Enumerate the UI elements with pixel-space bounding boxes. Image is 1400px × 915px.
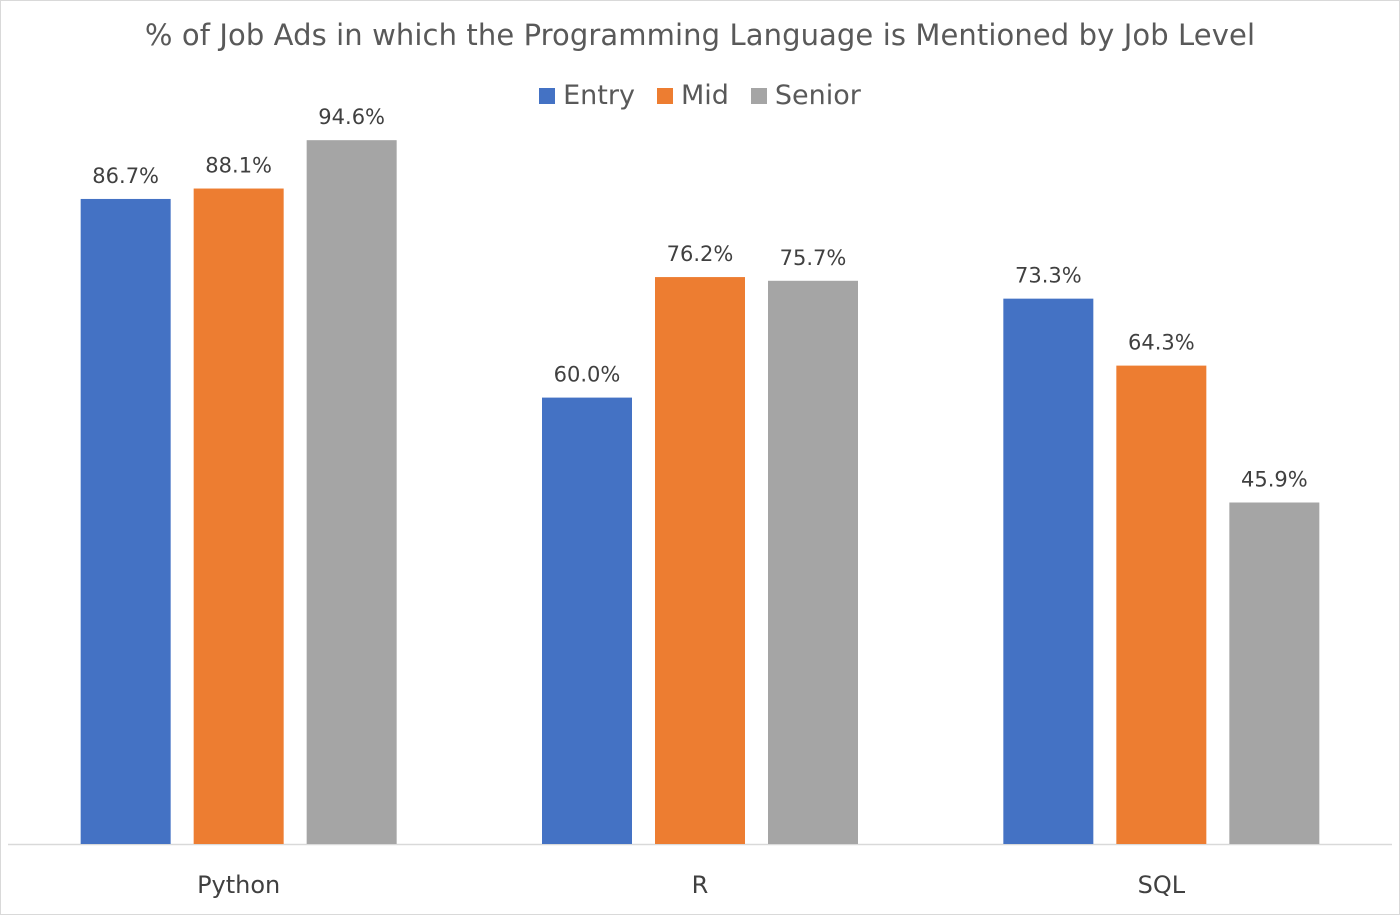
bar-entry-r — [542, 397, 632, 844]
data-label-senior-sql: 45.9% — [1241, 468, 1308, 492]
legend-label-senior: Senior — [774, 80, 861, 111]
bar-senior-python — [306, 140, 397, 844]
bar-senior-sql — [1229, 502, 1320, 844]
legend-item-senior: Senior — [750, 80, 861, 111]
bar-mid-python — [193, 188, 284, 844]
category-label-sql: SQL — [1138, 871, 1186, 899]
legend-label-mid: Mid — [680, 80, 729, 111]
bar-mid-sql — [1116, 365, 1207, 844]
category-label-r: R — [692, 871, 709, 899]
bar-senior-r — [768, 280, 858, 844]
data-label-entry-r: 60.0% — [554, 363, 621, 387]
legend: Entry Mid Senior — [0, 80, 1400, 111]
legend-item-entry: Entry — [539, 80, 635, 111]
legend-item-mid: Mid — [656, 80, 729, 111]
bar-mid-r — [655, 277, 745, 844]
category-label-python: Python — [197, 871, 280, 899]
data-label-senior-r: 75.7% — [780, 246, 847, 270]
legend-label-entry: Entry — [563, 80, 635, 111]
bar-entry-sql — [1003, 298, 1094, 844]
data-label-senior-python: 94.6% — [318, 105, 385, 129]
data-label-entry-sql: 73.3% — [1015, 264, 1082, 288]
data-label-mid-r: 76.2% — [667, 242, 734, 266]
legend-swatch-entry — [539, 87, 556, 104]
data-label-entry-python: 86.7% — [92, 164, 159, 188]
chart-title: % of Job Ads in which the Programming La… — [144, 18, 1256, 52]
legend-swatch-senior — [750, 87, 767, 104]
data-label-mid-sql: 64.3% — [1128, 331, 1195, 355]
legend-swatch-mid — [656, 87, 673, 104]
data-label-mid-python: 88.1% — [205, 154, 272, 178]
bar-entry-python — [80, 198, 171, 844]
